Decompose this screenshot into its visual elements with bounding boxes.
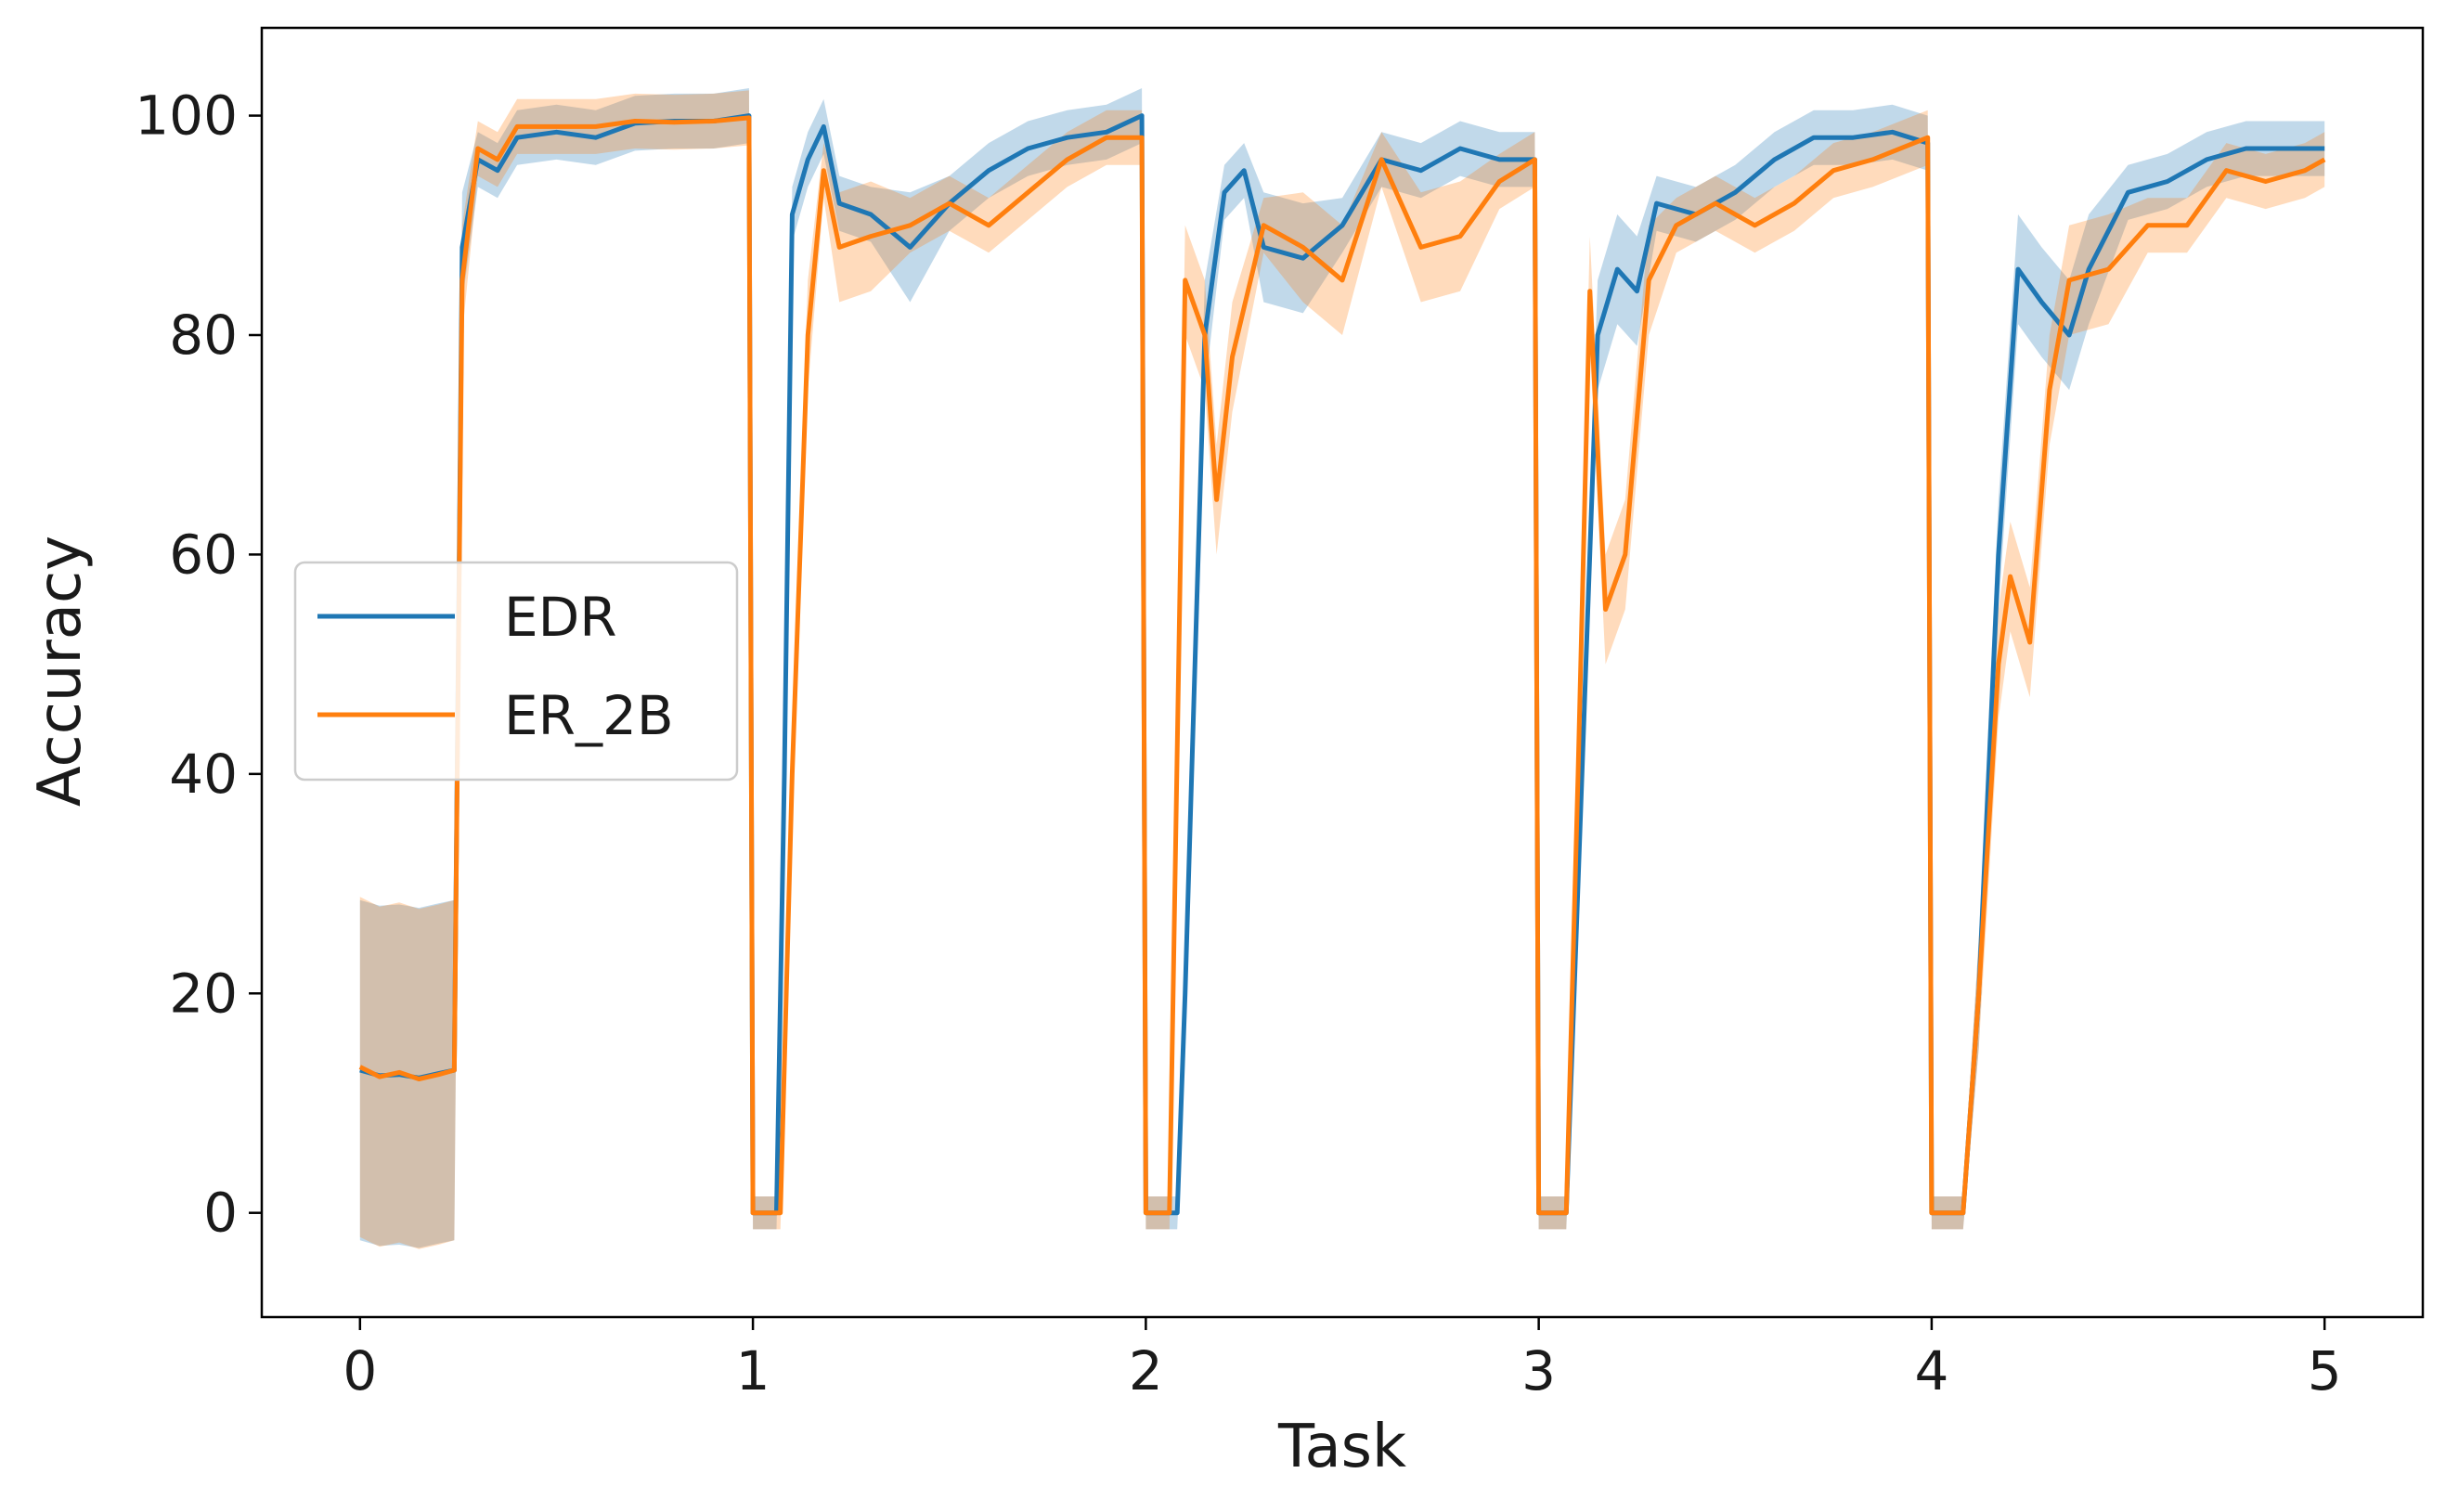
y-tick-label: 20 (169, 962, 238, 1025)
y-axis-title: Accuracy (26, 536, 95, 807)
y-axis: 0 20 40 60 80 100 (135, 84, 262, 1245)
y-tick-label: 0 (203, 1182, 238, 1245)
x-tick-label: 0 (343, 1339, 377, 1402)
legend: EDR ER_2B (293, 561, 739, 782)
x-tick-label: 1 (736, 1339, 770, 1402)
x-axis: 0 1 2 3 4 5 (343, 1317, 2342, 1402)
x-tick-label: 3 (1521, 1339, 1556, 1402)
x-tick-label: 5 (2308, 1339, 2342, 1402)
legend-label-edr: EDR (504, 586, 617, 649)
y-tick-label: 100 (135, 84, 238, 148)
x-axis-title: Task (1277, 1413, 1406, 1481)
y-tick-label: 60 (169, 523, 238, 586)
x-tick-label: 2 (1129, 1339, 1163, 1402)
x-tick-label: 4 (1914, 1339, 1948, 1402)
band-er-2b (359, 90, 2325, 1249)
y-tick-label: 40 (169, 743, 238, 806)
confidence-bands (359, 88, 2325, 1249)
series-layer (358, 113, 2326, 1216)
series-line-er-2b (358, 115, 2326, 1216)
y-tick-label: 80 (169, 304, 238, 367)
band-edr (359, 88, 2325, 1248)
legend-label-er-2b: ER_2B (504, 684, 674, 747)
